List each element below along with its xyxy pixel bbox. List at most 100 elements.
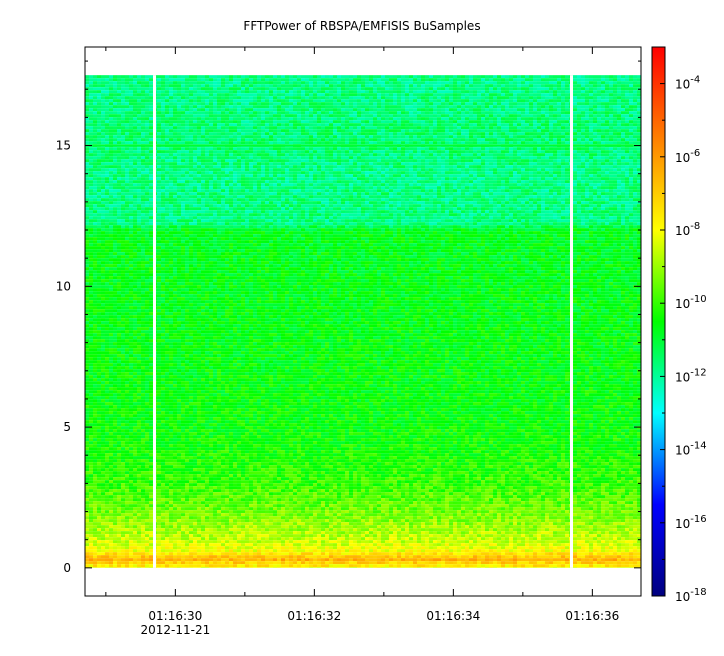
spectrogram-cell — [637, 111, 641, 115]
spectrogram-cell — [461, 90, 465, 94]
spectrogram-cell — [457, 114, 461, 118]
spectrogram-cell — [401, 117, 405, 121]
spectrogram-cell — [341, 102, 345, 106]
spectrogram-cell — [501, 99, 505, 103]
spectrogram-cell — [377, 111, 381, 115]
spectrogram-cell — [413, 93, 417, 97]
spectrogram-cell — [473, 117, 477, 121]
spectrogram-cell — [361, 114, 365, 118]
spectrogram-cell — [573, 78, 577, 82]
spectrogram-cell — [625, 129, 629, 133]
spectrogram-cell — [529, 159, 533, 163]
spectrogram-cell — [369, 171, 373, 175]
spectrogram-cell — [365, 117, 369, 121]
spectrogram-cell — [357, 135, 361, 139]
spectrogram-cell — [245, 126, 249, 130]
spectrogram-cell — [497, 147, 501, 151]
spectrogram-cell — [385, 120, 389, 124]
spectrogram-cell — [333, 105, 337, 109]
spectrogram-cell — [297, 108, 301, 112]
spectrogram-cell — [141, 102, 145, 106]
spectrogram-cell — [609, 147, 613, 151]
spectrogram-cell — [149, 93, 153, 97]
spectrogram-cell — [369, 153, 373, 157]
spectrogram-cell — [525, 123, 529, 127]
spectrogram-cell — [201, 75, 205, 79]
spectrogram-cell — [453, 156, 457, 160]
spectrogram-cell — [225, 168, 229, 172]
spectrogram-cell — [129, 159, 133, 163]
spectrogram-cell — [285, 171, 289, 175]
spectrogram-cell — [537, 123, 541, 127]
spectrogram-cell — [325, 138, 329, 142]
spectrogram-cell — [209, 90, 213, 94]
spectrogram-cell — [557, 159, 561, 163]
spectrogram-cell — [517, 90, 521, 94]
spectrogram-cell — [241, 135, 245, 139]
spectrogram-cell — [561, 78, 565, 82]
spectrogram-cell — [213, 180, 217, 184]
spectrogram-cell — [461, 150, 465, 154]
spectrogram-cell — [141, 156, 145, 160]
spectrogram-cell — [557, 75, 561, 79]
spectrogram-cell — [213, 138, 217, 142]
spectrogram-cell — [97, 150, 101, 154]
spectrogram-cell — [285, 111, 289, 115]
spectrogram-cell — [625, 81, 629, 85]
spectrogram-cell — [469, 132, 473, 136]
spectrogram-cell — [169, 117, 173, 121]
spectrogram-cell — [457, 153, 461, 157]
spectrogram-cell — [441, 138, 445, 142]
spectrogram-cell — [133, 78, 137, 82]
spectrogram-cell — [513, 90, 517, 94]
spectrogram-cell — [269, 120, 273, 124]
spectrogram-cell — [325, 81, 329, 85]
spectrogram-cell — [149, 123, 153, 127]
spectrogram-cell — [313, 105, 317, 109]
spectrogram-cell — [465, 111, 469, 115]
spectrogram-cell — [185, 165, 189, 169]
spectrogram-cell — [565, 108, 569, 112]
spectrogram-cell — [629, 84, 633, 88]
spectrogram-cell — [409, 123, 413, 127]
spectrogram-cell — [385, 156, 389, 160]
spectrogram-cell — [381, 120, 385, 124]
spectrogram-cell — [237, 165, 241, 169]
spectrogram-cell — [441, 117, 445, 121]
spectrogram-cell — [125, 81, 129, 85]
spectrogram-cell — [137, 114, 141, 118]
spectrogram-cell — [257, 126, 261, 130]
spectrogram-cell — [349, 132, 353, 136]
spectrogram-cell — [493, 141, 497, 145]
spectrogram-cell — [497, 105, 501, 109]
spectrogram-cell — [493, 168, 497, 172]
spectrogram-cell — [89, 150, 93, 154]
spectrogram-cell — [445, 132, 449, 136]
spectrogram-cell — [309, 162, 313, 166]
spectrogram-cell — [245, 162, 249, 166]
spectrogram-cell — [157, 105, 161, 109]
spectrogram-cell — [401, 171, 405, 175]
spectrogram-cell — [121, 141, 125, 145]
spectrogram-cell — [413, 129, 417, 133]
spectrogram-cell — [485, 93, 489, 97]
spectrogram-cell — [389, 105, 393, 109]
spectrogram-cell — [309, 171, 313, 175]
spectrogram-cell — [317, 162, 321, 166]
spectrogram-cell — [365, 150, 369, 154]
spectrogram-cell — [181, 174, 185, 178]
spectrogram-cell — [553, 93, 557, 97]
spectrogram-cell — [117, 102, 121, 106]
spectrogram-cell — [413, 78, 417, 82]
spectrogram-cell — [393, 108, 397, 112]
spectrogram-cell — [117, 114, 121, 118]
spectrogram-cell — [149, 138, 153, 142]
spectrogram-cell — [233, 75, 237, 79]
spectrogram-cell — [553, 90, 557, 94]
spectrogram-cell — [361, 96, 365, 100]
spectrogram-cell — [201, 114, 205, 118]
spectrogram-cell — [601, 174, 605, 178]
spectrogram-cell — [469, 177, 473, 181]
spectrogram-cell — [165, 135, 169, 139]
spectrogram-cell — [469, 117, 473, 121]
